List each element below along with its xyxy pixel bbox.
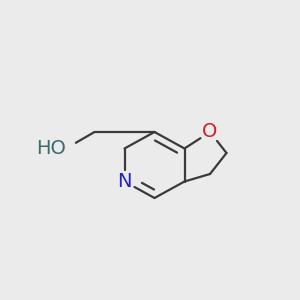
- Text: HO: HO: [36, 139, 66, 158]
- Text: N: N: [117, 172, 132, 191]
- Text: O: O: [202, 122, 218, 142]
